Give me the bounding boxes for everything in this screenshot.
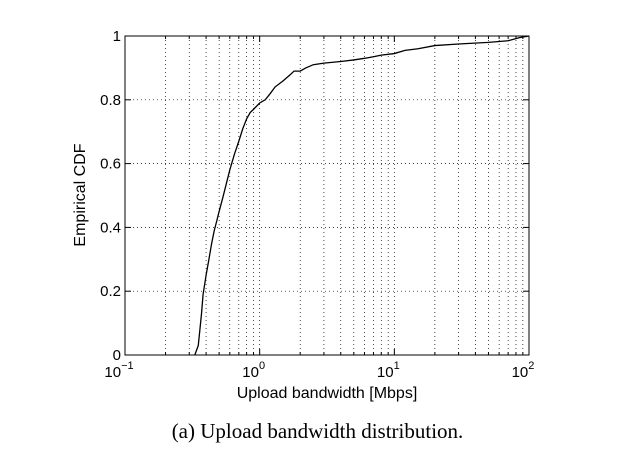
- y-tick-label: 1: [113, 28, 121, 45]
- y-tick-label: 0.4: [100, 219, 121, 236]
- cdf-series-line: [194, 35, 530, 356]
- axis-ticks: [124, 35, 529, 356]
- x-tick-label: 101: [377, 360, 400, 381]
- x-tick-labels: 10−1 100 101 102: [104, 360, 534, 381]
- y-tick-label: 0.2: [100, 283, 121, 300]
- x-tick-exponent: 0: [259, 360, 265, 372]
- x-tick-label: 102: [512, 360, 535, 381]
- figure-caption: (a) Upload bandwidth distribution.: [171, 419, 464, 443]
- x-tick-label: 100: [242, 360, 265, 381]
- plot-frame: [124, 35, 530, 356]
- y-tick-label: 0.6: [100, 156, 121, 173]
- x-axis-label: Upload bandwidth [Mbps]: [237, 385, 418, 402]
- x-tick-exponent: −1: [121, 360, 134, 372]
- x-tick-exponent: 2: [528, 360, 534, 372]
- grid-lines: [125, 36, 529, 355]
- x-tick-base: 10: [377, 364, 394, 381]
- x-tick-exponent: 1: [394, 360, 400, 372]
- x-tick-base: 10: [104, 364, 121, 381]
- y-tick-label: 0: [113, 347, 121, 364]
- y-tick-label: 0.8: [100, 92, 121, 109]
- cdf-chart: 10−1 100 101 102 00.20.40.60.81 Upload band…: [72, 28, 534, 402]
- x-tick-base: 10: [512, 364, 529, 381]
- x-tick-base: 10: [242, 364, 259, 381]
- y-tick-labels: 0 0.2 0.4 0.6 0.8 1: [100, 28, 121, 364]
- y-axis-label: Empirical CDF: [72, 143, 89, 246]
- x-tick-label: 10−1: [104, 360, 133, 381]
